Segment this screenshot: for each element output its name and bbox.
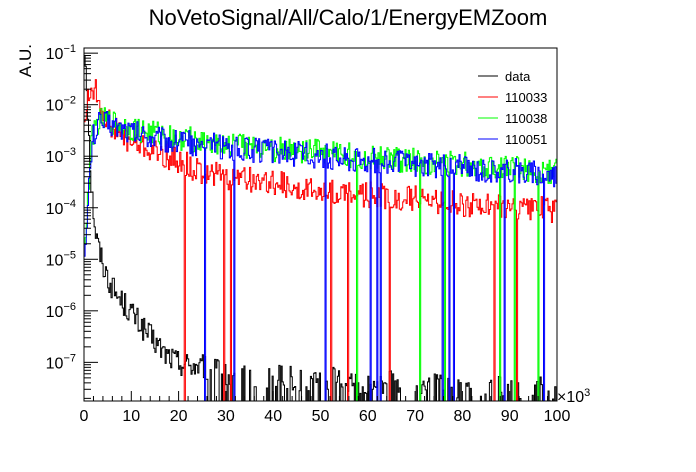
x-tick-label: 50 (312, 408, 330, 425)
x-tick-label: 70 (406, 408, 424, 425)
x-tick-label: 20 (170, 408, 188, 425)
y-tick-label: 10−6 (46, 301, 76, 321)
y-axis: 10−1 10−2 10−3 10−4 10−5 10−6 10−7 (46, 43, 98, 399)
svg-text:×103: ×103 (557, 387, 590, 406)
x-tick-label: 10 (122, 408, 140, 425)
y-tick-label: 10−1 (46, 43, 76, 63)
x-tick-label: 60 (359, 408, 377, 425)
series-110051 (84, 111, 557, 402)
y-tick-label: 10−7 (46, 352, 76, 372)
plot-area: 0 10 20 30 40 50 60 70 80 90 100 10−110−210−310−41… (46, 43, 571, 425)
x-tick-label: 90 (501, 408, 519, 425)
x-tick-label: 80 (454, 408, 472, 425)
y-tick-label: 10−2 (46, 95, 76, 115)
x-axis: 0 10 20 30 40 50 60 70 80 90 100 (80, 391, 571, 425)
series-layer (84, 54, 557, 402)
x-tick-label: 30 (217, 408, 235, 425)
chart-title: NoVetoSignal/All/Calo/1/EnergyEMZoom (149, 5, 548, 30)
legend-label: 110038 (505, 111, 547, 126)
legend-label: 110033 (505, 90, 547, 105)
y-tick-label: 10−5 (46, 249, 76, 269)
legend-label: 110051 (505, 132, 547, 147)
x-axis-multiplier: ×103 (557, 387, 590, 406)
y-tick-label: 10−4 (46, 198, 76, 218)
x-tick-label: 100 (544, 408, 571, 425)
y-tick-label: 10−3 (46, 146, 76, 166)
legend: data 110033 110038 110051 (478, 69, 547, 147)
series-110033 (84, 79, 557, 402)
x-tick-label: 0 (80, 408, 89, 425)
x-multiplier-exponent: 3 (584, 387, 590, 399)
y-axis-label: A.U. (16, 44, 35, 77)
x-multiplier-base: ×10 (557, 389, 584, 406)
legend-label: data (505, 69, 531, 84)
x-tick-label: 40 (264, 408, 282, 425)
